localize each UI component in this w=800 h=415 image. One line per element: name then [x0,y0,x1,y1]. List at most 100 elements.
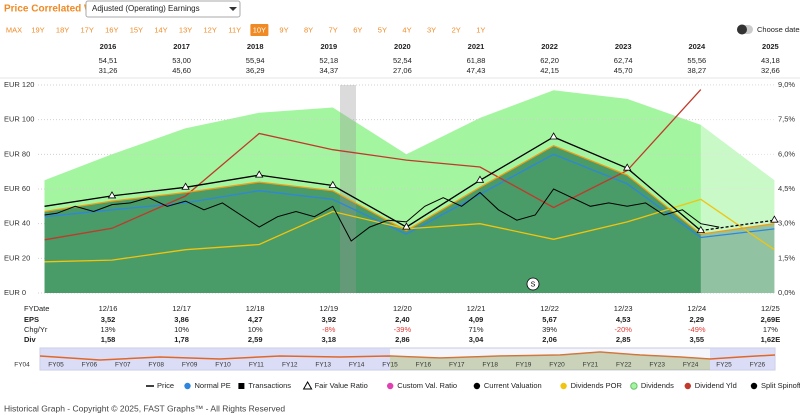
split-marker-label: S [531,281,536,288]
table-cell: 10% [174,325,189,334]
range-button[interactable]: 17Y [81,25,94,34]
legend-label: Dividends POR [571,381,623,390]
header-low: 31,26 [99,66,118,75]
header-high: 43,18 [761,56,780,65]
y2-tick-label: 6,0% [778,149,795,158]
valuation-marker [475,175,485,183]
header-high: 62,20 [540,56,559,65]
fy-date: 12/25 [761,304,780,313]
range-button[interactable]: 6Y [353,25,362,34]
table-cell: 3,55 [689,335,704,344]
table-cell: 2,29 [689,315,704,324]
navigator-label: FY11 [249,362,264,369]
table-cell: 1,62E [761,335,781,344]
navigator-label: FY07 [115,362,131,369]
table-cell: 2,85 [616,335,631,344]
correlation-label: Price Correlated With [4,4,106,15]
legend-item[interactable]: Dividend Yld [684,381,737,390]
legend-item[interactable]: Fair Value Ratio [302,380,368,390]
header-high: 62,74 [614,56,633,65]
table-cell: 2,06 [542,335,557,344]
legend-item[interactable]: Split Spinoff [750,381,800,390]
navigator-label: FY23 [649,362,665,369]
range-button[interactable]: MAX [6,25,22,34]
dropdown[interactable] [85,0,241,18]
navigator-label: FY05 [48,362,64,369]
table-cell: 17% [763,325,778,334]
range-button[interactable]: 18Y [56,25,69,34]
header-year: 2018 [247,42,264,51]
legend-symbol [184,382,191,390]
range-button[interactable]: 5Y [378,25,387,34]
table-label: EPS [24,315,39,324]
header-low: 45,70 [614,66,633,75]
range-button[interactable]: 3Y [427,25,436,34]
fy-date: 12/21 [467,304,486,313]
navigator-shade-right [710,348,775,370]
navigator-label: FY25 [716,362,732,369]
dropdown-caret [229,7,237,11]
fy-date: 12/23 [614,304,633,313]
legend-item[interactable]: Current Valuation [473,381,542,390]
navigator-label: FY12 [282,362,298,369]
range-button[interactable]: 10Y [253,25,266,34]
range-button[interactable]: 4Y [402,25,411,34]
header-high: 52,18 [319,56,338,65]
navigator-label: FY06 [82,362,98,369]
range-button[interactable]: 8Y [304,25,313,34]
navigator-label: FY26 [750,362,766,369]
table-cell: 3,92 [321,315,336,324]
legend-symbol [684,382,691,390]
y-tick-label: EUR 80 [4,149,30,158]
valuation-marker [623,163,632,171]
range-button[interactable]: 15Y [130,25,143,34]
legend-symbol [302,380,313,390]
dropdown-value[interactable]: Adjusted (Operating) Earnings [92,4,200,13]
event-band [340,85,356,293]
header-year: 2021 [468,42,485,51]
fy-date: 12/18 [246,304,265,313]
range-button[interactable]: 13Y [179,25,192,34]
header-low: 34,37 [319,66,338,75]
legend-symbol [750,382,758,390]
fy-date: 12/24 [687,304,706,313]
header-year: 2024 [688,42,706,51]
range-button[interactable]: 2Y [452,25,461,34]
valuation-marker [328,180,337,188]
navigator-label: FY22 [616,362,632,369]
fy-date: 12/16 [99,304,118,313]
range-button[interactable]: 9Y [279,25,288,34]
legend-item[interactable]: Normal PE [184,381,231,390]
navigator-label: FY04 [14,362,30,369]
y2-tick-label: 4,5% [778,184,795,193]
range-button[interactable]: 19Y [31,25,44,34]
navigator-label: FY09 [182,362,198,369]
y2-tick-label: 0,0% [778,288,795,297]
header-high: 61,88 [467,56,486,65]
legend-item[interactable]: Price [146,381,174,390]
range-button[interactable]: 1Y [476,25,485,34]
legend-item[interactable]: Custom Val. Ratio [387,381,457,390]
header-year: 2022 [541,42,558,51]
range-button[interactable]: 11Y [228,25,241,34]
forecast-overlay [700,85,775,293]
range-button[interactable]: 16Y [105,25,118,34]
table-cell: 39% [542,325,557,334]
legend-item[interactable]: Dividends [630,381,674,390]
header-year: 2023 [615,42,632,51]
y2-tick-label: 3,0% [778,219,795,228]
header-low: 36,29 [246,66,265,75]
valuation-marker [181,182,190,190]
range-button[interactable]: 7Y [329,25,338,34]
valuation-line [44,136,702,232]
fy-date: 12/19 [319,304,338,313]
range-button[interactable]: 12Y [204,25,217,34]
legend-item[interactable]: Dividends POR [560,381,622,390]
fy-date: 12/20 [393,304,412,313]
toggle-label[interactable]: Choose dates [757,25,800,34]
valuation-marker [696,225,705,233]
valuation-marker [255,170,264,178]
range-button[interactable]: 14Y [154,25,167,34]
table-cell: 3,04 [469,335,484,344]
legend-item[interactable]: Transactions [238,381,291,390]
